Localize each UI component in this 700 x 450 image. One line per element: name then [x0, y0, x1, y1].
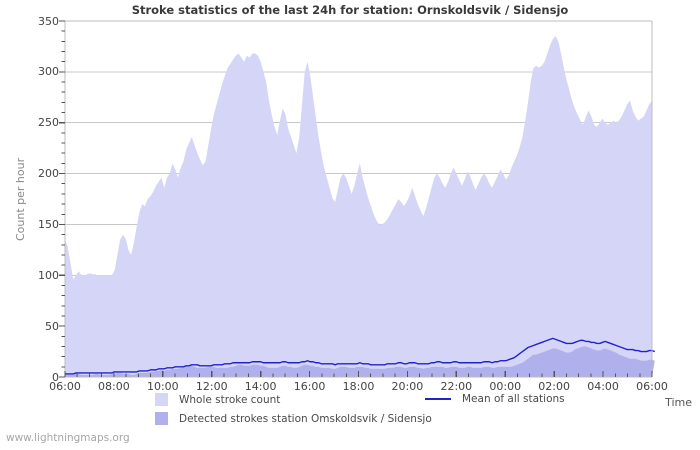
y-axis-tick-label: 250 — [38, 116, 59, 130]
chart-title: Stroke statistics of the last 24h for st… — [131, 3, 569, 17]
x-axis-tick-label: 06:00 — [636, 380, 668, 393]
x-axis-tick-label: 08:00 — [98, 380, 130, 393]
legend-swatch-whole-stroke-count — [155, 393, 168, 406]
x-axis-tick-label: 04:00 — [587, 380, 619, 393]
x-axis-tick-label: 18:00 — [342, 380, 375, 393]
legend-line-mean-of-all-stations — [425, 398, 451, 400]
legend-label-detected-strokes: Detected strokes station Omskoldsvik / S… — [179, 412, 432, 425]
y-axis-tick-label: 350 — [38, 14, 59, 28]
y-axis-tick-label: 0 — [52, 370, 59, 384]
legend-swatch-detected-strokes — [155, 412, 168, 425]
x-axis-tick-label: 20:00 — [391, 380, 424, 393]
x-axis-tick-label: 14:00 — [244, 380, 277, 393]
x-axis-tick-label: 02:00 — [538, 380, 570, 393]
x-axis-tick-label: 12:00 — [195, 380, 228, 393]
x-axis-tick-label: 06:00 — [49, 380, 81, 393]
x-axis-tick-label: 00:00 — [489, 380, 522, 393]
footer-attribution: www.lightningmaps.org — [6, 432, 130, 444]
y-axis-tick-label: 50 — [45, 319, 59, 333]
y-axis-tick-label: 300 — [38, 65, 59, 79]
x-axis-tick-label: 10:00 — [146, 380, 179, 393]
legend-label-whole-stroke-count: Whole stroke count — [179, 393, 281, 406]
legend-item-mean-of-all-stations: Mean of all stations — [425, 393, 565, 405]
y-axis-tick-label: 150 — [38, 217, 59, 231]
y-axis-tick-label: 200 — [38, 167, 59, 181]
legend-label-mean-of-all-stations: Mean of all stations — [462, 393, 565, 405]
legend-item-detected-strokes: Detected strokes station Omskoldsvik / S… — [155, 412, 432, 425]
x-axis-tick-label: 22:00 — [440, 380, 473, 393]
x-axis-tick-label: 16:00 — [293, 380, 326, 393]
x-axis-label: Time — [665, 396, 692, 409]
legend-item-whole-stroke-count: Whole stroke count — [155, 393, 280, 406]
y-axis-tick-label: 100 — [38, 268, 59, 282]
